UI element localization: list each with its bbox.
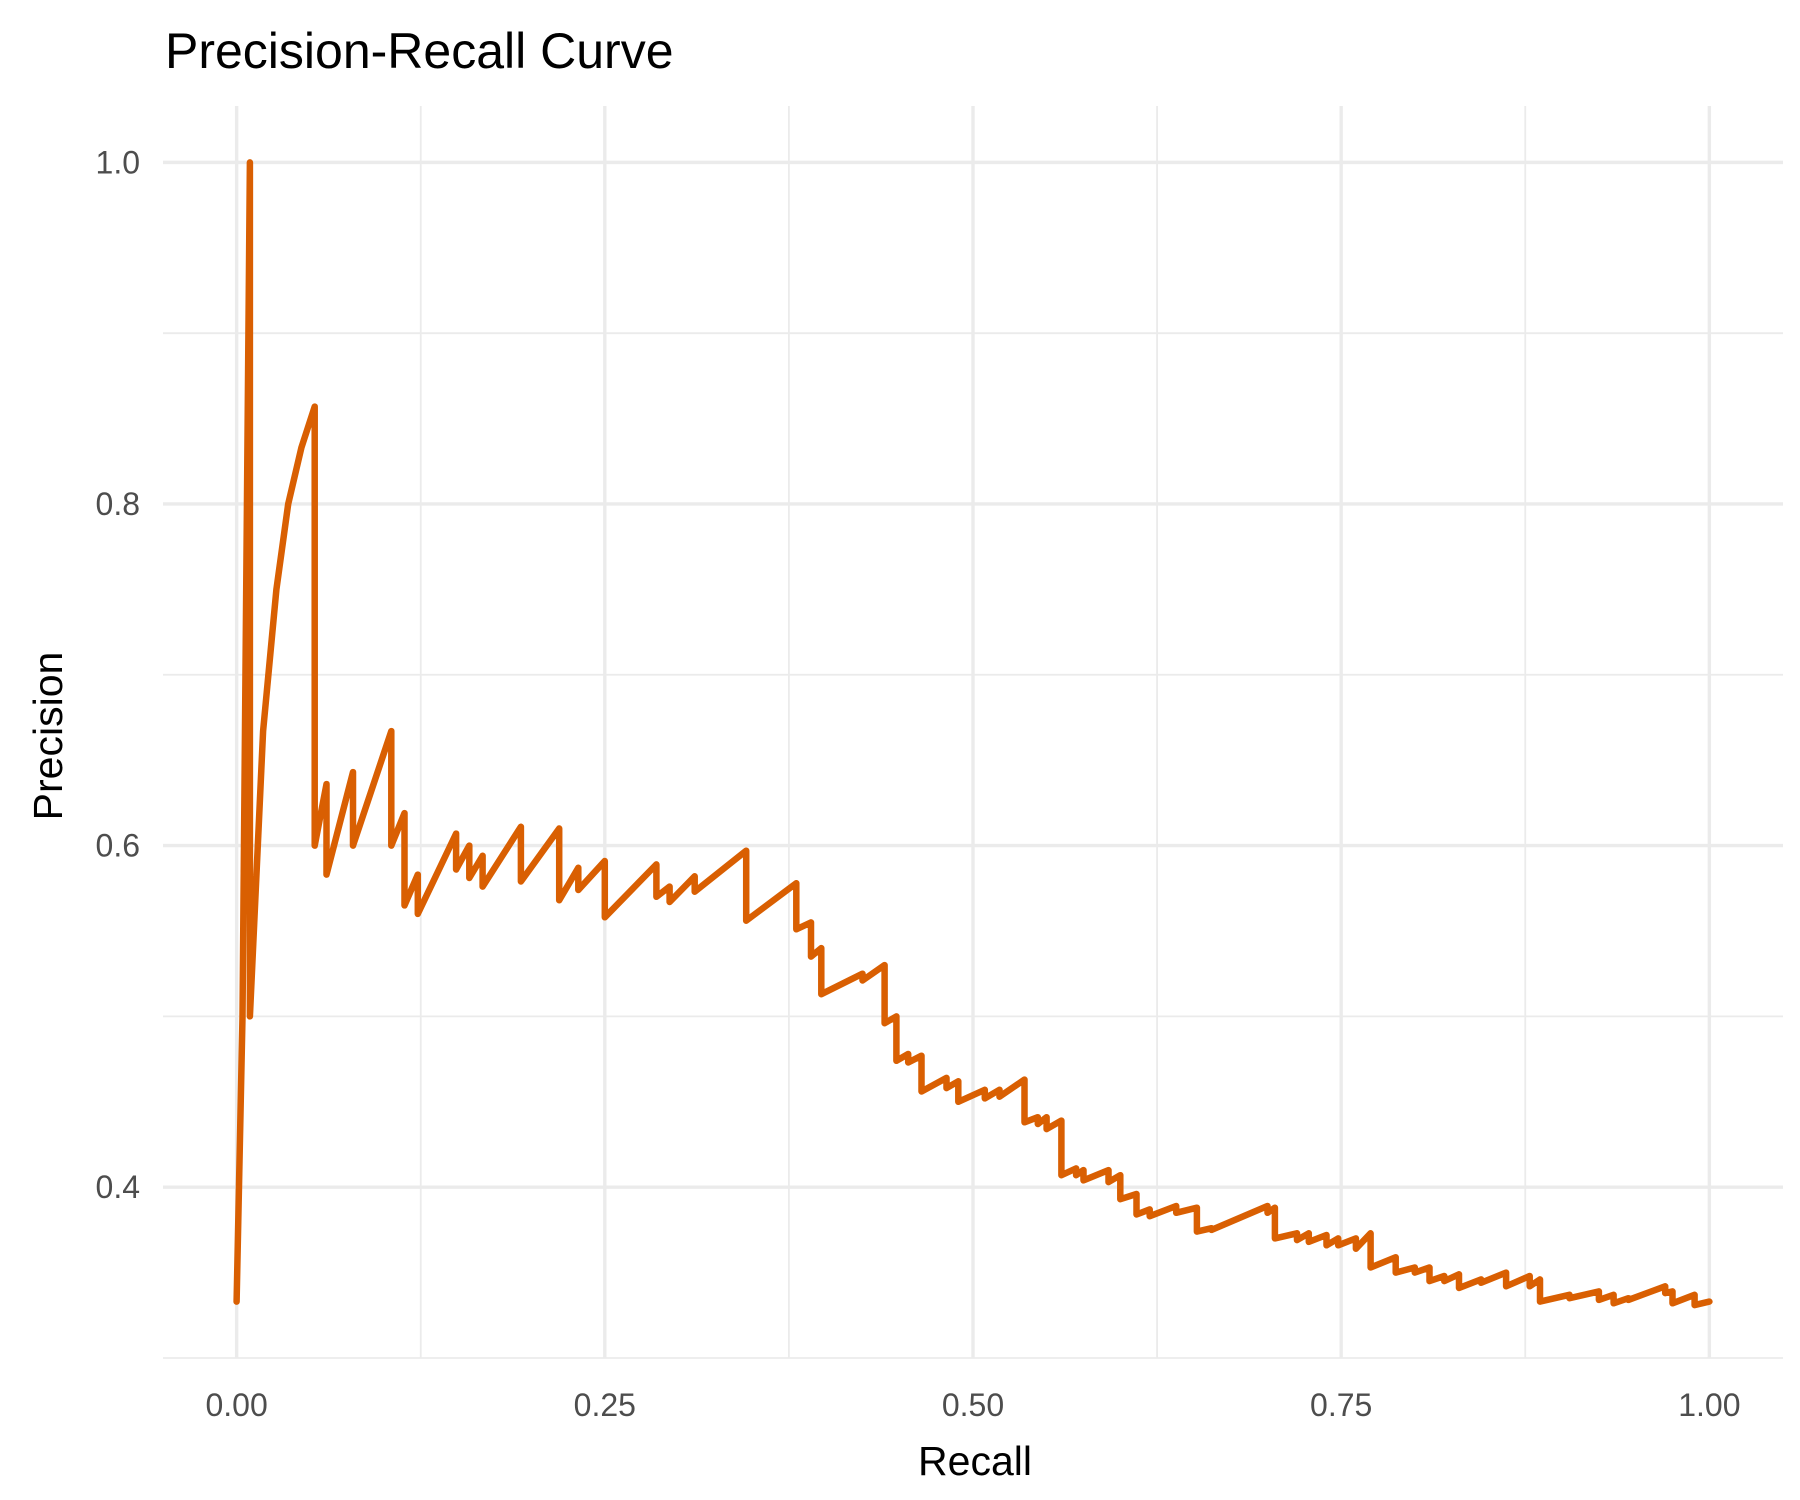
x-tick-label: 0.00: [205, 1387, 267, 1423]
x-tick-label: 0.25: [574, 1387, 636, 1423]
x-tick-label: 0.50: [942, 1387, 1004, 1423]
x-tick-label: 1.00: [1678, 1387, 1740, 1423]
y-tick-label: 1.0: [96, 144, 140, 180]
x-axis-ticks: 0.00 0.25 0.50 0.75 1.00: [205, 1387, 1740, 1423]
y-tick-label: 0.4: [96, 1169, 140, 1205]
pr-curve-line: [233, 159, 1713, 1309]
y-axis-title: Precision: [25, 652, 71, 821]
y-tick-label: 0.6: [96, 828, 140, 864]
chart-title: Precision-Recall Curve: [165, 23, 674, 79]
y-tick-label: 0.8: [96, 486, 140, 522]
y-axis-ticks: 0.4 0.6 0.8 1.0: [96, 144, 140, 1205]
major-gridlines: [163, 106, 1783, 1358]
x-axis-title: Recall: [918, 1438, 1032, 1484]
series-layer: [233, 159, 1713, 1309]
x-tick-label: 0.75: [1310, 1387, 1372, 1423]
